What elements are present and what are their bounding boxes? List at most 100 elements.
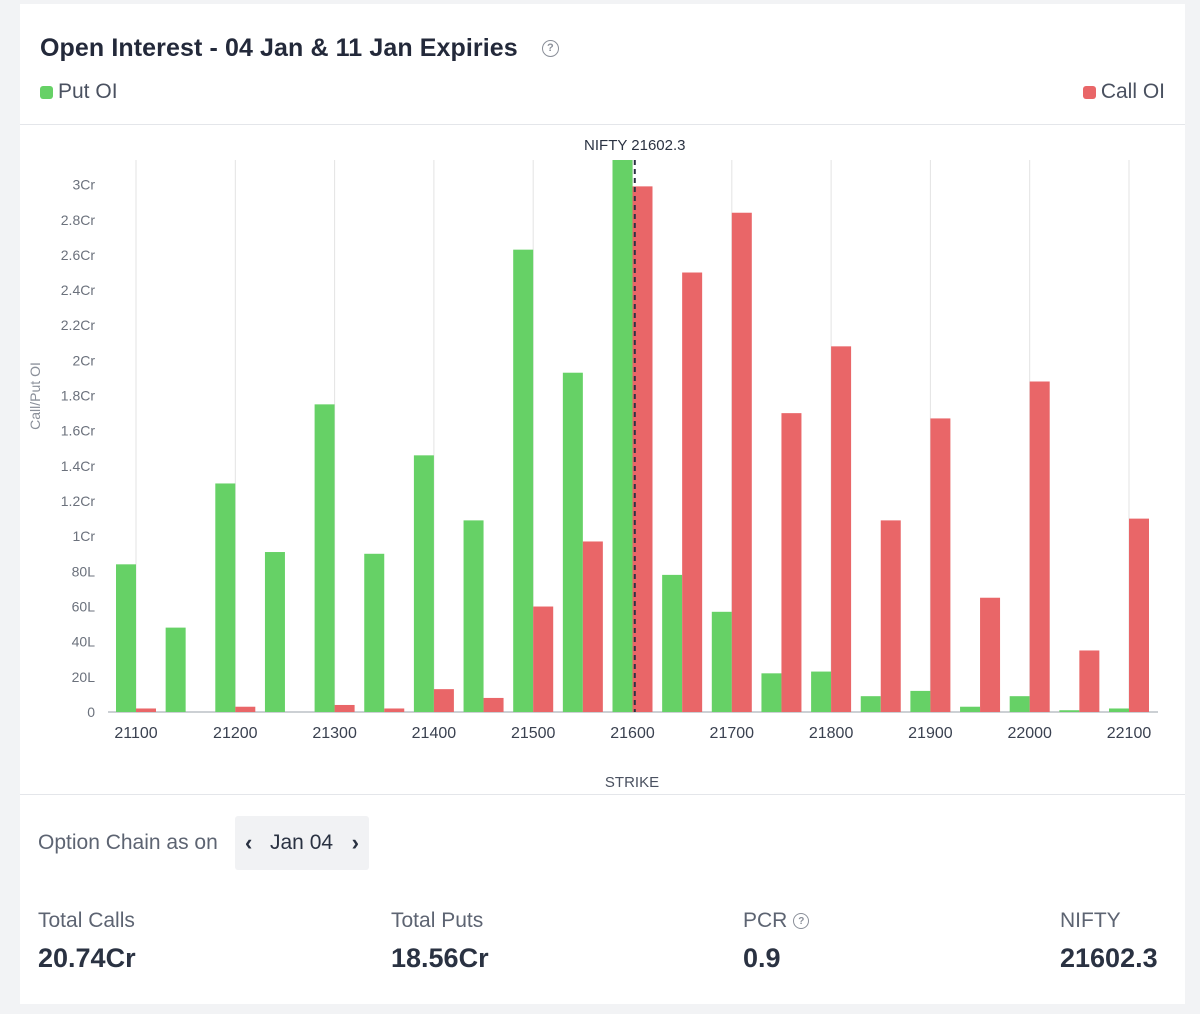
stat-nifty: NIFTY 21602.3 [1060, 909, 1158, 974]
call-oi-bar [433, 689, 454, 712]
call-oi-bar [781, 413, 802, 712]
y-tick-label: 20L [72, 669, 96, 685]
y-tick-label: 1.8Cr [61, 388, 96, 404]
put-oi-bar [513, 249, 534, 712]
stat-value: 21602.3 [1060, 943, 1158, 973]
call-oi-bar [136, 708, 156, 712]
put-oi-bar [314, 404, 335, 712]
stat-label: NIFTY [1060, 909, 1121, 932]
stat-label: Total Calls [38, 909, 135, 932]
call-oi-bar [930, 418, 951, 712]
y-tick-label: 1.6Cr [61, 423, 96, 439]
y-tick-label: 2.8Cr [61, 212, 96, 228]
stat-value: 18.56Cr [391, 943, 489, 973]
header-divider [20, 124, 1185, 125]
x-tick-label: 21600 [610, 725, 655, 742]
chevron-right-icon[interactable]: › [351, 830, 359, 855]
stat-value: 20.74Cr [38, 943, 136, 973]
x-tick-label: 22000 [1007, 725, 1052, 742]
y-tick-label: 1.2Cr [61, 493, 96, 509]
call-oi-bar [235, 706, 256, 712]
oi-chart: NIFTY 21602.3 0 20L 40L 60L 80L 1Cr 1.2Cr 1.4Cr… [20, 128, 1185, 794]
put-oi-bar [910, 690, 931, 712]
call-oi-bar [1079, 650, 1100, 712]
y-tick-label: 0 [87, 704, 95, 720]
y-tick-label: 1.4Cr [61, 458, 96, 474]
put-swatch [40, 85, 53, 99]
y-tick-label: 1Cr [72, 528, 95, 544]
y-axis-title: Call/Put OI [27, 362, 43, 430]
x-tick-label: 21400 [412, 725, 457, 742]
put-oi-bar [463, 520, 484, 712]
x-tick-label: 21700 [710, 725, 755, 742]
oi-chart-svg: NIFTY 21602.3 0 20L 40L 60L 80L 1Cr 1.2Cr 1.4Cr… [27, 137, 1158, 791]
stat-label-row: PCR ? [743, 909, 810, 933]
legend-call-label: Call OI [1100, 80, 1165, 103]
open-interest-card: Open Interest - 04 Jan & 11 Jan Expiries… [20, 4, 1185, 1004]
call-oi-bar [1029, 381, 1050, 712]
put-oi-bar [165, 627, 186, 712]
y-tick-label: 2.2Cr [61, 317, 96, 333]
legend-call[interactable]: Call OI [1082, 80, 1165, 104]
put-oi-bar [1109, 708, 1129, 712]
call-oi-bar [384, 708, 405, 712]
legend-put-label: Put OI [58, 80, 118, 103]
y-tick-label: 2.4Cr [61, 282, 96, 298]
call-swatch [1082, 85, 1096, 99]
x-tick-label: 21500 [511, 725, 556, 742]
call-oi-bar [483, 697, 504, 712]
legend-put[interactable]: Put OI [40, 80, 118, 104]
put-oi-bar [1059, 710, 1080, 712]
put-oi-bar [662, 574, 683, 712]
call-oi-bar [980, 597, 1001, 712]
question-circle-icon[interactable]: ? [793, 913, 810, 929]
y-tick-label: 40L [72, 634, 96, 650]
stat-total-calls: Total Calls 20.74Cr [38, 909, 136, 974]
card-title: Open Interest - 04 Jan & 11 Jan Expiries [40, 33, 518, 62]
call-oi-bar [731, 212, 752, 712]
call-oi-bar [632, 186, 653, 712]
put-oi-bar [761, 673, 782, 712]
call-oi-bar [880, 520, 901, 712]
put-oi-bar [364, 553, 385, 712]
call-oi-bar [1129, 518, 1149, 712]
put-oi-bar [860, 696, 881, 712]
question-circle-icon[interactable]: ? [541, 39, 559, 57]
call-oi-bar [533, 606, 554, 712]
y-tick-label: 60L [72, 599, 96, 615]
x-tick-label: 21800 [809, 725, 854, 742]
put-oi-bar [562, 372, 583, 712]
stat-total-puts: Total Puts 18.56Cr [391, 909, 489, 974]
call-oi-bar [582, 541, 603, 712]
call-oi-bar [831, 346, 852, 712]
stat-value: 0.9 [743, 943, 781, 973]
x-tick-label: 21300 [312, 725, 357, 742]
call-oi-bar [334, 704, 355, 712]
put-oi-bar [612, 160, 633, 712]
y-tick-label: 80L [72, 563, 96, 579]
chevron-left-icon[interactable]: ‹ [245, 830, 253, 855]
put-oi-bar [215, 483, 236, 712]
chart-divider [20, 794, 1185, 795]
call-oi-bar [682, 272, 703, 712]
card-header: Open Interest - 04 Jan & 11 Jan Expiries… [40, 28, 559, 68]
put-oi-bar [413, 455, 434, 712]
x-tick-label: 21900 [908, 725, 953, 742]
put-oi-bar [116, 564, 136, 712]
expiry-date-value: Jan 04 [270, 831, 334, 854]
stat-label: Total Puts [391, 909, 484, 932]
spot-price-marker-label: NIFTY 21602.3 [584, 137, 685, 154]
y-tick-label: 2.6Cr [61, 247, 96, 263]
x-tick-label: 22100 [1107, 725, 1152, 742]
put-oi-bar [1009, 696, 1030, 712]
put-oi-bar [811, 671, 832, 712]
stat-pcr: PCR ? 0.9 [743, 909, 810, 974]
x-tick-label: 21100 [114, 725, 157, 742]
x-tick-label: 21200 [213, 725, 258, 742]
y-tick-label: 3Cr [72, 177, 95, 193]
x-axis-title: STRIKE [605, 774, 659, 791]
put-oi-bar [264, 552, 285, 712]
expiry-date-picker[interactable]: ‹ Jan 04 › [235, 816, 369, 870]
put-oi-bar [960, 706, 981, 712]
stat-label: PCR [743, 909, 788, 932]
